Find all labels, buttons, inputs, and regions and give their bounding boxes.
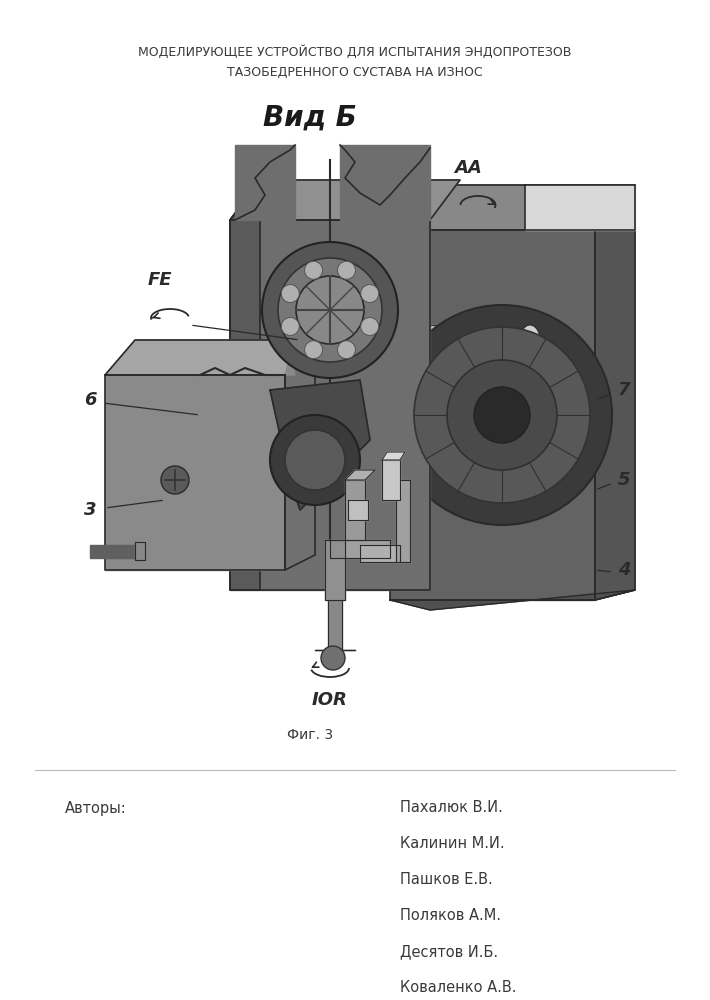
Polygon shape <box>396 480 410 562</box>
Text: МОДЕЛИРУЮЩЕЕ УСТРОЙСТВО ДЛЯ ИСПЫТАНИЯ ЭНДОПРОТЕЗОВ: МОДЕЛИРУЮЩЕЕ УСТРОЙСТВО ДЛЯ ИСПЫТАНИЯ ЭН… <box>138 45 572 59</box>
Circle shape <box>281 317 300 335</box>
Polygon shape <box>382 460 400 500</box>
Polygon shape <box>340 145 430 220</box>
Circle shape <box>474 387 530 443</box>
Polygon shape <box>400 368 530 395</box>
Circle shape <box>392 305 612 525</box>
Polygon shape <box>270 380 370 510</box>
Polygon shape <box>235 145 295 220</box>
Circle shape <box>270 415 360 505</box>
Text: 6: 6 <box>84 391 97 409</box>
Circle shape <box>337 261 356 279</box>
Polygon shape <box>285 355 295 375</box>
Text: Поляков А.М.: Поляков А.М. <box>400 908 501 924</box>
Circle shape <box>278 258 382 362</box>
Text: 4: 4 <box>618 561 630 579</box>
Polygon shape <box>360 545 400 562</box>
Circle shape <box>296 276 364 344</box>
Circle shape <box>305 341 322 359</box>
Text: Авторы:: Авторы: <box>65 800 127 816</box>
Polygon shape <box>230 180 460 220</box>
Polygon shape <box>345 480 365 540</box>
Circle shape <box>285 430 345 490</box>
Ellipse shape <box>520 325 540 355</box>
Ellipse shape <box>390 325 410 355</box>
Polygon shape <box>135 542 145 560</box>
Polygon shape <box>330 540 390 558</box>
Circle shape <box>262 242 398 378</box>
Text: Пашков Е.В.: Пашков Е.В. <box>400 872 493 888</box>
Text: IOR: IOR <box>312 691 348 709</box>
Text: Вид Б: Вид Б <box>263 104 357 132</box>
Polygon shape <box>328 600 342 650</box>
Polygon shape <box>325 540 345 600</box>
Polygon shape <box>230 180 260 590</box>
Polygon shape <box>525 185 635 230</box>
Text: Коваленко А.В.: Коваленко А.В. <box>400 980 516 996</box>
Circle shape <box>305 261 322 279</box>
Polygon shape <box>105 340 315 375</box>
Text: FE: FE <box>148 271 173 289</box>
Text: 5: 5 <box>618 471 630 489</box>
Circle shape <box>361 317 378 335</box>
Circle shape <box>161 466 189 494</box>
Polygon shape <box>90 545 135 558</box>
Circle shape <box>361 285 378 303</box>
Circle shape <box>447 360 557 470</box>
Ellipse shape <box>390 367 410 394</box>
Text: Фиг. 3: Фиг. 3 <box>287 728 333 742</box>
Text: Пахалюк В.И.: Пахалюк В.И. <box>400 800 503 816</box>
Polygon shape <box>595 185 635 600</box>
Ellipse shape <box>520 367 540 394</box>
Polygon shape <box>390 590 635 610</box>
Polygon shape <box>400 325 530 355</box>
Polygon shape <box>345 470 375 480</box>
Text: AA: AA <box>454 159 482 177</box>
Text: ТАЗОБЕДРЕННОГО СУСТАВА НА ИЗНОС: ТАЗОБЕДРЕННОГО СУСТАВА НА ИЗНОС <box>227 66 483 79</box>
Polygon shape <box>348 500 368 520</box>
Polygon shape <box>230 220 430 590</box>
Circle shape <box>321 646 345 670</box>
Text: Калинин М.И.: Калинин М.И. <box>400 836 505 852</box>
Circle shape <box>281 285 300 303</box>
Circle shape <box>337 341 356 359</box>
Circle shape <box>414 327 590 503</box>
Text: 3: 3 <box>84 501 97 519</box>
Polygon shape <box>105 375 285 570</box>
Text: Десятов И.Б.: Десятов И.Б. <box>400 944 498 960</box>
Polygon shape <box>390 185 635 230</box>
Polygon shape <box>285 340 315 570</box>
Polygon shape <box>390 230 595 600</box>
Text: 7: 7 <box>618 381 630 399</box>
Polygon shape <box>382 452 405 460</box>
